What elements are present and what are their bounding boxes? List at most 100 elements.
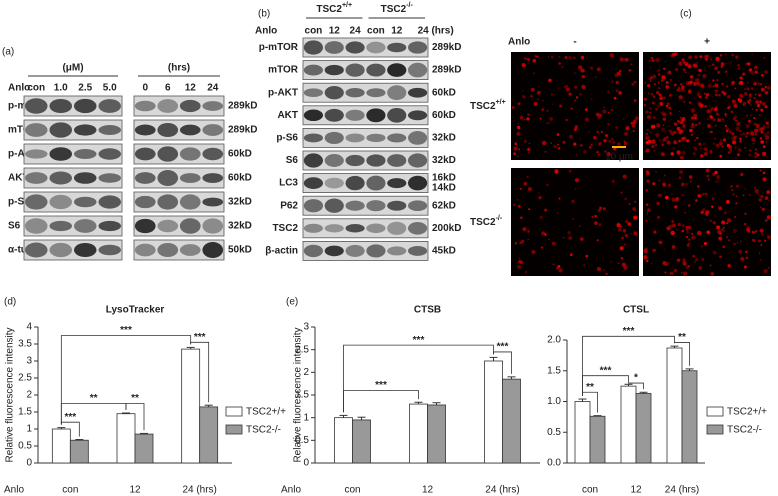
speckle [754, 189, 759, 194]
speckle [663, 136, 666, 139]
x-prefix: Anlo [4, 485, 24, 496]
band [387, 63, 407, 77]
speckle [738, 77, 741, 79]
speckle [519, 242, 522, 245]
speckle [568, 134, 573, 139]
speckle [721, 145, 724, 148]
speckle [625, 220, 629, 224]
speckle [573, 85, 578, 89]
speckle [714, 83, 719, 88]
bar [352, 419, 371, 464]
speckle [643, 256, 647, 260]
speckle [621, 236, 624, 240]
speckle [726, 218, 732, 223]
size-label: 289kD [228, 125, 257, 136]
speckle [744, 88, 747, 90]
speckle [714, 170, 718, 175]
significance-label: *** [375, 380, 387, 391]
speckle [513, 146, 518, 151]
gene-name: TSC2 [381, 4, 407, 15]
band [324, 154, 344, 167]
bar [484, 360, 503, 464]
speckle [740, 172, 744, 177]
protein-label: p-AKT [8, 149, 38, 160]
speckle [746, 87, 750, 91]
speckle [707, 83, 712, 89]
speckle [727, 151, 731, 154]
speckle [735, 126, 740, 131]
speckle [685, 71, 687, 74]
x-tick-label: 24 (hrs) [485, 485, 519, 496]
speckle [676, 89, 679, 91]
speckle [618, 91, 622, 95]
speckle [645, 169, 649, 174]
speckle [634, 200, 637, 203]
band [49, 147, 73, 161]
speckle [679, 122, 682, 125]
y-tick-label: 0.5 [295, 435, 309, 446]
band [202, 197, 224, 207]
speckle [664, 263, 668, 267]
speckle [661, 141, 664, 143]
speckle [768, 267, 770, 269]
speckle [753, 97, 756, 100]
speckle [726, 57, 728, 59]
speckle [581, 84, 586, 89]
speckle [522, 227, 527, 232]
speckle [688, 238, 691, 241]
speckle [645, 141, 649, 145]
speckle [738, 148, 742, 152]
speckle [565, 118, 568, 122]
speckle [752, 142, 755, 145]
speckle [516, 199, 519, 201]
speckle [651, 139, 656, 144]
speckle [697, 101, 702, 106]
size-label: 289kD [228, 101, 257, 112]
band [387, 154, 407, 167]
lane-label: 6 [165, 83, 171, 94]
speckle [633, 231, 638, 236]
speckle [682, 136, 686, 140]
speckle [679, 111, 681, 113]
speckle [518, 148, 521, 151]
speckle [746, 82, 749, 84]
gene-name: TSC2 [316, 4, 342, 15]
protein-label: mTOR [268, 65, 299, 76]
speckle [749, 149, 751, 152]
speckle [736, 153, 741, 157]
x-tick-label: con [344, 485, 360, 496]
speckle [527, 62, 529, 64]
significance-bracket [190, 341, 210, 403]
speckle [660, 83, 663, 86]
speckle [718, 206, 723, 211]
speckle [513, 152, 517, 156]
speckle [577, 65, 583, 70]
band [303, 64, 323, 76]
blot-background [133, 191, 225, 213]
speckle [581, 75, 586, 79]
speckle [558, 197, 561, 200]
speckle [651, 59, 655, 62]
speckle [669, 271, 674, 276]
speckle [766, 125, 770, 129]
speckle [735, 157, 737, 159]
band [49, 220, 73, 232]
band [24, 123, 48, 137]
speckle [550, 142, 552, 144]
size-label: 60kD [432, 110, 456, 121]
speckle [673, 140, 678, 145]
band [98, 195, 122, 209]
blot-background [133, 167, 225, 189]
speckle [666, 226, 671, 231]
speckle [623, 141, 628, 146]
speckle [766, 190, 771, 195]
speckle [760, 140, 765, 144]
protein-label: p-S6 [8, 197, 30, 208]
lane-label: 24 (hrs) [418, 26, 454, 37]
speckle [527, 151, 530, 154]
speckle [645, 137, 648, 140]
speckle [719, 54, 723, 57]
speckle [662, 112, 667, 117]
band [303, 199, 323, 213]
speckle [681, 194, 684, 197]
